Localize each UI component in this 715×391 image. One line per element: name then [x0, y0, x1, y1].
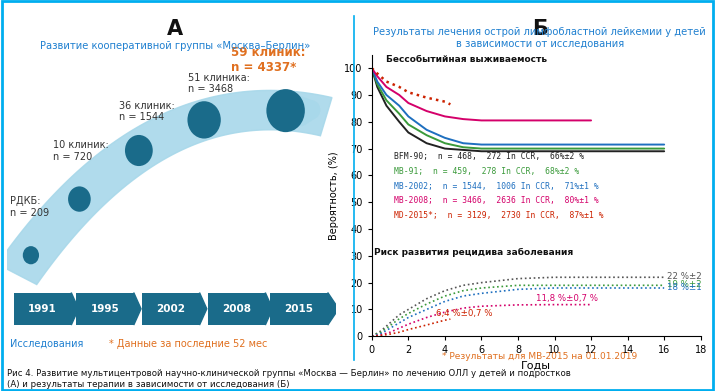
Text: * Результаты для МВ-2015 на 01.01.2019: * Результаты для МВ-2015 на 01.01.2019 — [442, 352, 638, 361]
Text: 10 клиник:
n = 720: 10 клиник: n = 720 — [53, 140, 109, 162]
Text: BFM-90;  n = 468,  272 In CCR,  66%±2 %: BFM-90; n = 468, 272 In CCR, 66%±2 % — [394, 152, 584, 161]
Text: Рис 4. Развитие мультицентровой научно-клинической группы «Москва — Берлин» по л: Рис 4. Развитие мультицентровой научно-к… — [7, 369, 571, 389]
Text: А: А — [167, 19, 183, 39]
Text: Результаты лечения острой лимфобластной лейкемии у детей
в зависимости от исслед: Результаты лечения острой лимфобластной … — [373, 27, 706, 49]
Text: 2008: 2008 — [222, 304, 251, 314]
Text: 19 %±2: 19 %±2 — [667, 280, 701, 289]
Ellipse shape — [23, 246, 39, 264]
Ellipse shape — [68, 187, 91, 212]
Text: Бессобытийная выживаемость: Бессобытийная выживаемость — [386, 55, 548, 64]
Text: * Данные за последние 52 мес: * Данные за последние 52 мес — [109, 339, 267, 349]
Polygon shape — [199, 292, 207, 325]
Text: Риск развития рецидива заболевания: Риск развития рецидива заболевания — [374, 248, 573, 257]
Polygon shape — [72, 292, 79, 325]
Text: 59 клиник:
n = 4337*: 59 клиник: n = 4337* — [231, 47, 305, 74]
Ellipse shape — [187, 101, 221, 138]
Polygon shape — [328, 292, 339, 325]
Text: 22 %±2: 22 %±2 — [667, 272, 701, 281]
Ellipse shape — [125, 135, 153, 166]
Polygon shape — [72, 292, 79, 325]
Text: Исследования: Исследования — [11, 339, 84, 349]
Text: 1991: 1991 — [28, 304, 57, 314]
Polygon shape — [265, 292, 272, 325]
Polygon shape — [199, 292, 207, 325]
Text: 2015: 2015 — [285, 304, 314, 314]
Text: 2002: 2002 — [157, 304, 185, 314]
Polygon shape — [0, 90, 332, 285]
Text: РДКБ:
n = 209: РДКБ: n = 209 — [11, 196, 49, 218]
Text: 11,8 %±0,7 %: 11,8 %±0,7 % — [536, 294, 598, 303]
Polygon shape — [134, 292, 141, 325]
Y-axis label: Вероятность, (%): Вероятность, (%) — [329, 151, 339, 240]
Text: 1995: 1995 — [91, 304, 119, 314]
FancyBboxPatch shape — [208, 292, 265, 325]
Text: MB-2008;  n = 3466,  2636 In CCR,  80%±1 %: MB-2008; n = 3466, 2636 In CCR, 80%±1 % — [394, 196, 598, 205]
Text: 36 клиник:
n = 1544: 36 клиник: n = 1544 — [119, 101, 174, 122]
Text: Б: Б — [532, 19, 548, 39]
Text: MB-91;  n = 459,  278 In CCR,  68%±2 %: MB-91; n = 459, 278 In CCR, 68%±2 % — [394, 167, 579, 176]
Text: 6,4 %±0,7 %: 6,4 %±0,7 % — [435, 309, 492, 318]
Text: MB-2002;  n = 1544,  1006 In CCR,  71%±1 %: MB-2002; n = 1544, 1006 In CCR, 71%±1 % — [394, 181, 598, 191]
FancyBboxPatch shape — [270, 292, 328, 325]
FancyBboxPatch shape — [142, 292, 199, 325]
Ellipse shape — [267, 89, 305, 132]
Text: Развитие кооперативной группы «Москва–Берлин»: Развитие кооперативной группы «Москва–Бе… — [40, 41, 310, 51]
Text: 18 %±1: 18 %±1 — [667, 283, 701, 292]
X-axis label: Годы: Годы — [521, 361, 551, 371]
FancyBboxPatch shape — [77, 292, 134, 325]
Text: MD-2015*;  n = 3129,  2730 In CCR,  87%±1 %: MD-2015*; n = 3129, 2730 In CCR, 87%±1 % — [394, 211, 603, 220]
Polygon shape — [265, 292, 272, 325]
FancyBboxPatch shape — [14, 292, 72, 325]
Text: 51 клиника:
n = 3468: 51 клиника: n = 3468 — [188, 73, 250, 94]
Polygon shape — [134, 292, 141, 325]
